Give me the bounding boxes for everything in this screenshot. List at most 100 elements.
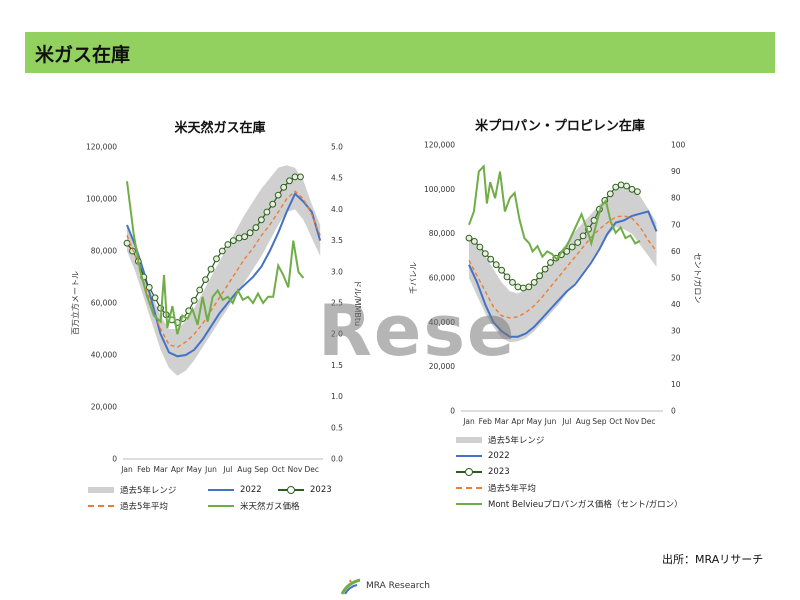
ng-series-2023-point [291, 173, 299, 181]
footer-logo-text: MRA Research [366, 581, 430, 591]
pp-x-tick-label: Jun [544, 417, 557, 426]
ng-y-tick-label: 40,000 [91, 351, 117, 360]
header-bar: 米ガス在庫 [25, 32, 775, 73]
legend-label-avg: 過去5年平均 [488, 484, 536, 494]
pp-series-2023-point [487, 255, 495, 263]
pp-series-2023-point [525, 283, 533, 291]
ng-series-2023-point [274, 191, 282, 199]
ng-series-2023-point [151, 294, 159, 302]
pp-x-tick-label: Aug [576, 417, 591, 426]
pp-y2-tick-label: 10 [671, 380, 681, 389]
pp-x-tick-label: Dec [641, 417, 656, 426]
ng-y2-axis-label: ドル/MMBtu [353, 280, 362, 326]
ng-series-2023-point [235, 234, 243, 242]
legend-label-2023: 2023 [488, 467, 510, 477]
pp-y2-tick-label: 80 [671, 194, 681, 203]
pp-series-2023-point [606, 190, 614, 198]
legend-swatch-price [208, 501, 234, 511]
ng-x-tick-label: Aug [237, 465, 252, 474]
legend-swatch-avg [88, 501, 114, 511]
pp-x-tick-label: May [526, 417, 542, 426]
pp-series-2023-point [471, 238, 478, 245]
pp-y-tick-label: 40,000 [429, 318, 455, 327]
pp-series-2023-point [530, 279, 538, 286]
pp-series-2023-point [574, 239, 582, 246]
ng-y2-tick-label: 2.5 [331, 299, 343, 308]
legend-natural-gas: 過去5年レンジ 2022 2023 過去5年平均 米天然ガス価格 [88, 482, 348, 514]
ng-series-2022 [126, 192, 322, 358]
legend-swatch-2023 [278, 485, 304, 495]
pp-y-tick-label: 0 [450, 407, 455, 416]
ng-x-tick-label: Sep [254, 465, 268, 474]
ng-series-2023-point [213, 255, 220, 263]
ng-y2-tick-label: 1.0 [331, 392, 343, 401]
ng-y-tick-label: 80,000 [91, 247, 117, 256]
legend-swatch-price [456, 499, 482, 509]
ng-x-tick-label: May [186, 465, 202, 474]
ng-x-tick-label: Apr [171, 465, 185, 474]
pp-series-2023-point [563, 248, 571, 255]
pp-series-2022 [468, 210, 658, 338]
ng-y2-tick-label: 5.0 [331, 143, 343, 152]
watermark: Rese [318, 290, 517, 372]
pp-y-axis-label: 千バレル [408, 262, 418, 294]
ng-x-tick-label: Nov [288, 465, 303, 474]
pp-series-2023-point [617, 181, 625, 189]
ng-series-2023-point [218, 247, 226, 255]
pp-x-tick-label: Oct [609, 417, 622, 426]
ng-y2-tick-label: 4.5 [331, 174, 343, 183]
pp-y-tick-label: 120,000 [424, 141, 455, 150]
ng-x-tick-label: Jan [120, 465, 133, 474]
chart-title-propane: 米プロパン・プロピレン在庫 [475, 119, 645, 134]
chart-title-natural-gas: 米天然ガス在庫 [174, 121, 266, 136]
mra-logo-icon [340, 578, 361, 595]
pp-y2-axis-label: セント/ガロン [693, 253, 703, 304]
legend-swatch-range [456, 435, 482, 445]
pp-y2-tick-label: 0 [671, 407, 676, 416]
ng-y2-tick-label: 2.0 [331, 330, 343, 339]
footer-logo: MRA Research [340, 576, 430, 596]
pp-series-2023-point [481, 250, 489, 258]
pp-y2-tick-label: 100 [671, 141, 686, 150]
pp-series-2023-point [579, 232, 587, 240]
pp-series-2023-point [634, 188, 641, 196]
legend-label-price: 米天然ガス価格 [240, 502, 300, 512]
ng-series-2023-point [258, 216, 265, 224]
ng-series-2023-point [224, 241, 232, 248]
ng-x-tick-label: Dec [305, 465, 320, 474]
ng-y-tick-label: 100,000 [86, 195, 117, 204]
pp-x-tick-label: Feb [479, 417, 493, 426]
ng-series-2023-point [190, 297, 198, 304]
pp-series-5yr-average [468, 215, 658, 319]
legend-label-price: Mont Belvieuプロパンガス価格（セント/ガロン） [488, 500, 683, 510]
page-title: 米ガス在庫 [35, 44, 131, 66]
pp-series-2023-point [623, 182, 630, 190]
pp-y2-tick-label: 60 [671, 247, 681, 256]
pp-y-tick-label: 100,000 [424, 185, 455, 194]
pp-series-2023-point [568, 243, 576, 251]
legend-swatch-2022 [456, 451, 482, 461]
pp-series-2023-point [547, 259, 554, 266]
legend-swatch-2022 [208, 485, 234, 495]
pp-series-2023-point [519, 284, 527, 292]
ng-series-2023-point [252, 224, 260, 232]
legend-label-2022: 2022 [240, 485, 262, 495]
ng-x-tick-label: Mar [154, 465, 169, 474]
pp-series-2023-point [492, 261, 500, 269]
ng-series-2023-point [123, 239, 131, 247]
legend-swatch-range [88, 485, 114, 495]
pp-x-tick-label: Sep [592, 417, 606, 426]
ng-x-tick-label: Feb [137, 465, 151, 474]
ng-series-5yr-average [126, 190, 321, 348]
pp-series-2023-point [514, 283, 522, 291]
ng-series-2023-point [202, 276, 209, 284]
ng-y2-tick-label: 3.5 [331, 236, 343, 245]
ng-x-tick-label: Jul [222, 465, 232, 474]
ng-y2-tick-label: 4.0 [331, 205, 343, 214]
ng-series-2023-point [196, 286, 204, 294]
ng-series-2023-point [246, 229, 254, 237]
pp-y-tick-label: 60,000 [429, 274, 455, 283]
ng-series-2023-point [229, 237, 237, 245]
ng-y2-tick-label: 1.5 [331, 361, 343, 370]
